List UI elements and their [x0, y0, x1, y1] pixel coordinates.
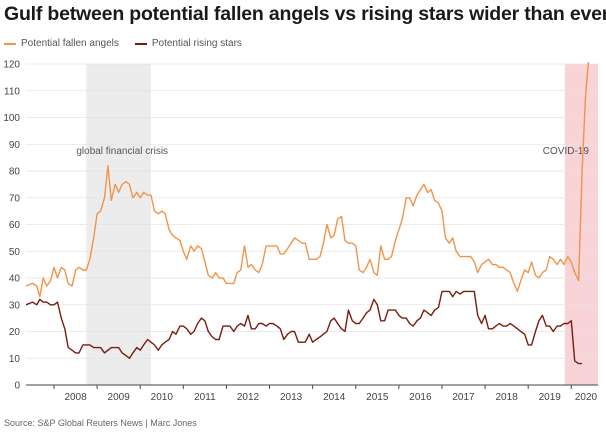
x-tick-label-2020: 2020 [575, 392, 598, 403]
source-note: Source: S&P Global Reuters News | Marc J… [4, 418, 197, 428]
y-tick-label-20: 20 [9, 327, 21, 338]
x-tick-label-2017: 2017 [452, 392, 475, 403]
region-label-0: global financial crisis [76, 146, 168, 157]
series-line-1 [26, 290, 583, 365]
y-tick-label-80: 80 [9, 167, 21, 178]
y-tick-label-100: 100 [3, 113, 20, 124]
legend-item-fallen-angels: Potential fallen angels [4, 38, 119, 49]
legend-label-fallen-angels: Potential fallen angels [21, 38, 119, 49]
y-tick-label-70: 70 [9, 193, 21, 204]
y-tick-label-120: 120 [3, 60, 20, 71]
y-tick-label-10: 10 [9, 354, 21, 365]
legend-swatch-rising-stars [134, 42, 147, 45]
y-tick-label-60: 60 [9, 220, 21, 231]
legend-item-rising-stars: Potential rising stars [134, 38, 242, 49]
y-tick-label-110: 110 [4, 86, 20, 97]
y-tick-label-0: 0 [14, 381, 20, 392]
x-tick-label-2018: 2018 [495, 392, 518, 403]
y-tick-label-50: 50 [9, 247, 21, 258]
y-tick-label-30: 30 [9, 300, 21, 311]
chart-title: Gulf between potential fallen angels vs … [4, 3, 606, 25]
x-tick-label-2009: 2009 [108, 392, 131, 403]
x-tick-label-2011: 2011 [194, 392, 216, 403]
x-tick-label-2019: 2019 [539, 392, 562, 403]
x-tick-label-2010: 2010 [151, 392, 174, 403]
y-tick-label-40: 40 [9, 274, 21, 285]
x-tick-label-2015: 2015 [366, 392, 389, 403]
x-tick-label-2012: 2012 [237, 392, 260, 403]
series-line-0 [26, 62, 590, 298]
x-tick-label-2008: 2008 [64, 392, 87, 403]
axes: 0 10 20 30 40 50 60 70 80 90 100 110 120 2008 2009 2010… [3, 60, 597, 404]
series-lines [26, 62, 590, 365]
gridlines [26, 63, 598, 386]
x-tick-label-2016: 2016 [409, 392, 432, 403]
x-tick-label-2013: 2013 [280, 392, 303, 403]
x-tick-label-2014: 2014 [323, 392, 346, 403]
legend-label-rising-stars: Potential rising stars [151, 38, 242, 49]
y-tick-label-90: 90 [9, 140, 21, 151]
legend-swatch-fallen-angels [4, 42, 16, 45]
region-label-1: COVID-19 [543, 146, 590, 157]
chart-legend: Potential fallen angels Potential rising… [4, 38, 242, 49]
